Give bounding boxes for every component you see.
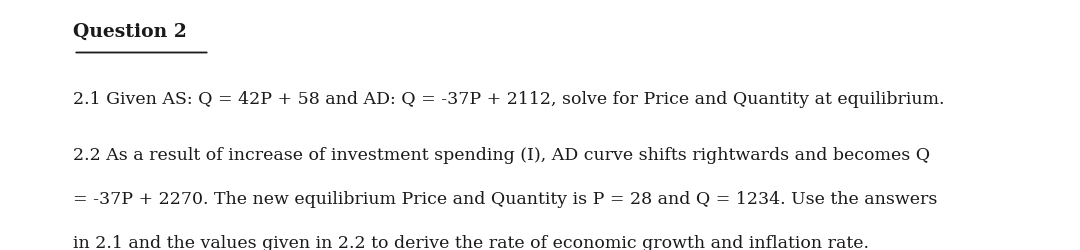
- Text: 2.1 Given AS: Q = 42P + 58 and AD: Q = -37P + 2112, solve for Price and Quantity: 2.1 Given AS: Q = 42P + 58 and AD: Q = -…: [73, 91, 945, 108]
- Text: Question 2: Question 2: [73, 22, 187, 40]
- Text: = -37P + 2270. The new equilibrium Price and Quantity is P = 28 and Q = 1234. Us: = -37P + 2270. The new equilibrium Price…: [73, 191, 937, 208]
- Text: in 2.1 and the values given in 2.2 to derive the rate of economic growth and inf: in 2.1 and the values given in 2.2 to de…: [73, 235, 869, 250]
- Text: 2.2 As a result of increase of investment spending (I), AD curve shifts rightwar: 2.2 As a result of increase of investmen…: [73, 148, 931, 164]
